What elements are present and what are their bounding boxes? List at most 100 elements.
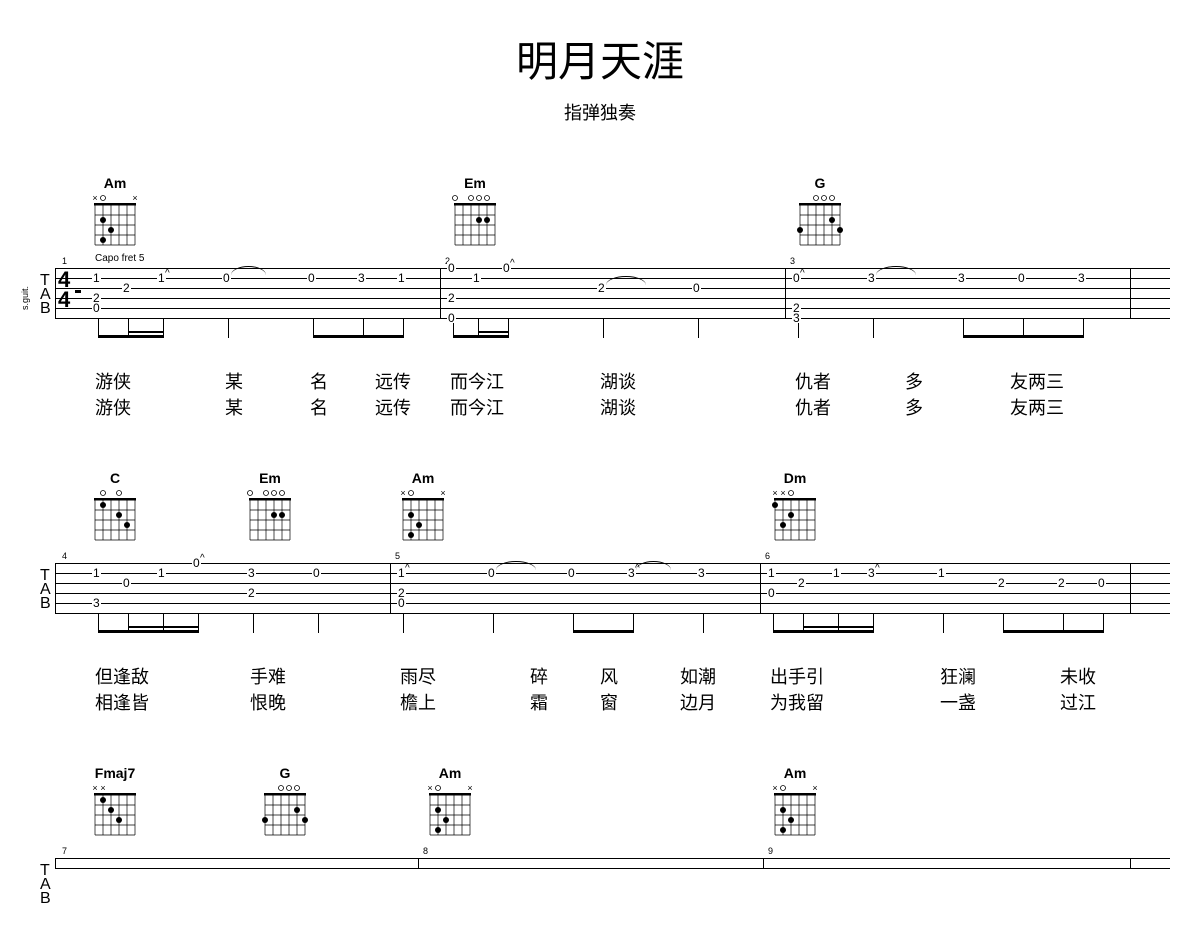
tab-note: 0 [447, 263, 456, 273]
note-stem [703, 613, 704, 633]
chord-name: Am [90, 175, 140, 191]
note-stem [698, 318, 699, 338]
note-stem [163, 318, 164, 338]
lyric-segment: 多 [905, 394, 923, 420]
chord-name: Am [770, 765, 820, 781]
lyric-segment: 名 [310, 368, 328, 394]
lyric-segment: 多 [905, 368, 923, 394]
chord-name: G [795, 175, 845, 191]
tab-note: 3 [247, 568, 256, 578]
barline [55, 268, 56, 318]
staff-lines: 45613010^3201^20003^310213^1220 [55, 563, 1170, 613]
tab-note: 3 [792, 313, 801, 323]
tab-note: 1 [157, 568, 166, 578]
lyric-segment: 雨尽 [400, 663, 436, 689]
system-3: Fmaj7××GAm××Am××TAB789 [0, 765, 1200, 938]
lyric-segment: 霜 [530, 689, 548, 715]
svg-text:×: × [100, 783, 105, 793]
lyric-segment: 如潮 [680, 663, 716, 689]
chord-diagram-Am: Am×× [770, 765, 820, 833]
song-subtitle: 指弹独奏 [0, 99, 1200, 125]
lyric-segment: 未收 [1060, 663, 1096, 689]
chord-diagram-G: G [260, 765, 310, 833]
barline [440, 268, 441, 318]
tab-note: 3 [957, 273, 966, 283]
tab-note: 0 [192, 558, 201, 568]
chord-diagram-Fmaj7: Fmaj7×× [90, 765, 140, 833]
chord-diagram-Am: Am×× [425, 765, 475, 833]
articulation: ^ [875, 563, 880, 574]
beam [478, 331, 508, 333]
chord-diagram-C: C [90, 470, 140, 538]
chord-name: Em [450, 175, 500, 191]
chord-name: Em [245, 470, 295, 486]
svg-text:×: × [92, 193, 97, 203]
barline [1130, 563, 1131, 613]
note-stem [318, 613, 319, 633]
note-stem [873, 318, 874, 338]
barline [55, 563, 56, 613]
svg-text:×: × [780, 488, 785, 498]
tab-staff: TAB45613010^3201^20003^310213^1220 [0, 563, 1200, 643]
lyric-segment: 友两三 [1010, 368, 1064, 394]
tab-note: 3 [697, 568, 706, 578]
tab-note: 1 [92, 568, 101, 578]
chord-diagram-G: G [795, 175, 845, 243]
tab-staff: s.guit.TAB1234412021^003102010^200^23330… [0, 268, 1200, 348]
lyric-segment: 而今江 [450, 368, 504, 394]
barline [785, 268, 786, 318]
tab-note: 0 [122, 578, 131, 588]
articulation: ^ [200, 553, 205, 564]
tab-note: 3 [867, 273, 876, 283]
tab-note: 0 [397, 598, 406, 608]
lyric-segment: 檐上 [400, 689, 436, 715]
tab-letters: TAB [40, 864, 51, 906]
articulation: ^ [165, 268, 170, 279]
time-signature: 44 [58, 270, 70, 310]
capo-text: Capo fret 5 [95, 253, 144, 264]
tab-note: 2 [247, 588, 256, 598]
measure-number: 9 [768, 846, 773, 856]
svg-text:×: × [772, 488, 777, 498]
tab-letters: TAB [40, 274, 51, 316]
measure-number: 4 [62, 551, 67, 561]
tab-note: 1 [157, 273, 166, 283]
tab-note: 1 [397, 273, 406, 283]
lyric-segment: 碎 [530, 663, 548, 689]
chord-name: Dm [770, 470, 820, 486]
lyric-segment: 过江 [1060, 689, 1096, 715]
lyric-segment: 某 [225, 368, 243, 394]
tab-note: 0 [307, 273, 316, 283]
staff-lines: 1234412021^003102010^200^233303 [55, 268, 1170, 318]
barline [390, 563, 391, 613]
measure-number: 6 [765, 551, 770, 561]
lyric-segment: 湖谈 [600, 394, 636, 420]
lyric-segment: 出手引 [770, 663, 824, 689]
note-stem [253, 613, 254, 633]
barline [1130, 858, 1131, 868]
tab-note: 0 [792, 273, 801, 283]
svg-text:×: × [812, 783, 817, 793]
chord-row: Am × × Em G [0, 175, 1200, 253]
beam [98, 335, 163, 338]
measure-number: 3 [790, 256, 795, 266]
barline [763, 858, 764, 868]
tab-note: 0 [447, 313, 456, 323]
beam [128, 331, 163, 333]
tab-staff: TAB789 [0, 858, 1200, 938]
lyric-segment: 窗 [600, 689, 618, 715]
note-stem [873, 613, 874, 633]
beam [773, 630, 873, 633]
tab-note: 3 [92, 598, 101, 608]
svg-text:×: × [440, 488, 445, 498]
beam [1003, 630, 1103, 633]
svg-text:×: × [132, 193, 137, 203]
lyric-segment: 为我留 [770, 689, 824, 715]
articulation: ^ [405, 563, 410, 574]
beam [573, 630, 633, 633]
note-stem [943, 613, 944, 633]
lyric-segment: 友两三 [1010, 394, 1064, 420]
tab-note: 3 [1077, 273, 1086, 283]
note-stem [633, 613, 634, 633]
chord-name: Fmaj7 [90, 765, 140, 781]
